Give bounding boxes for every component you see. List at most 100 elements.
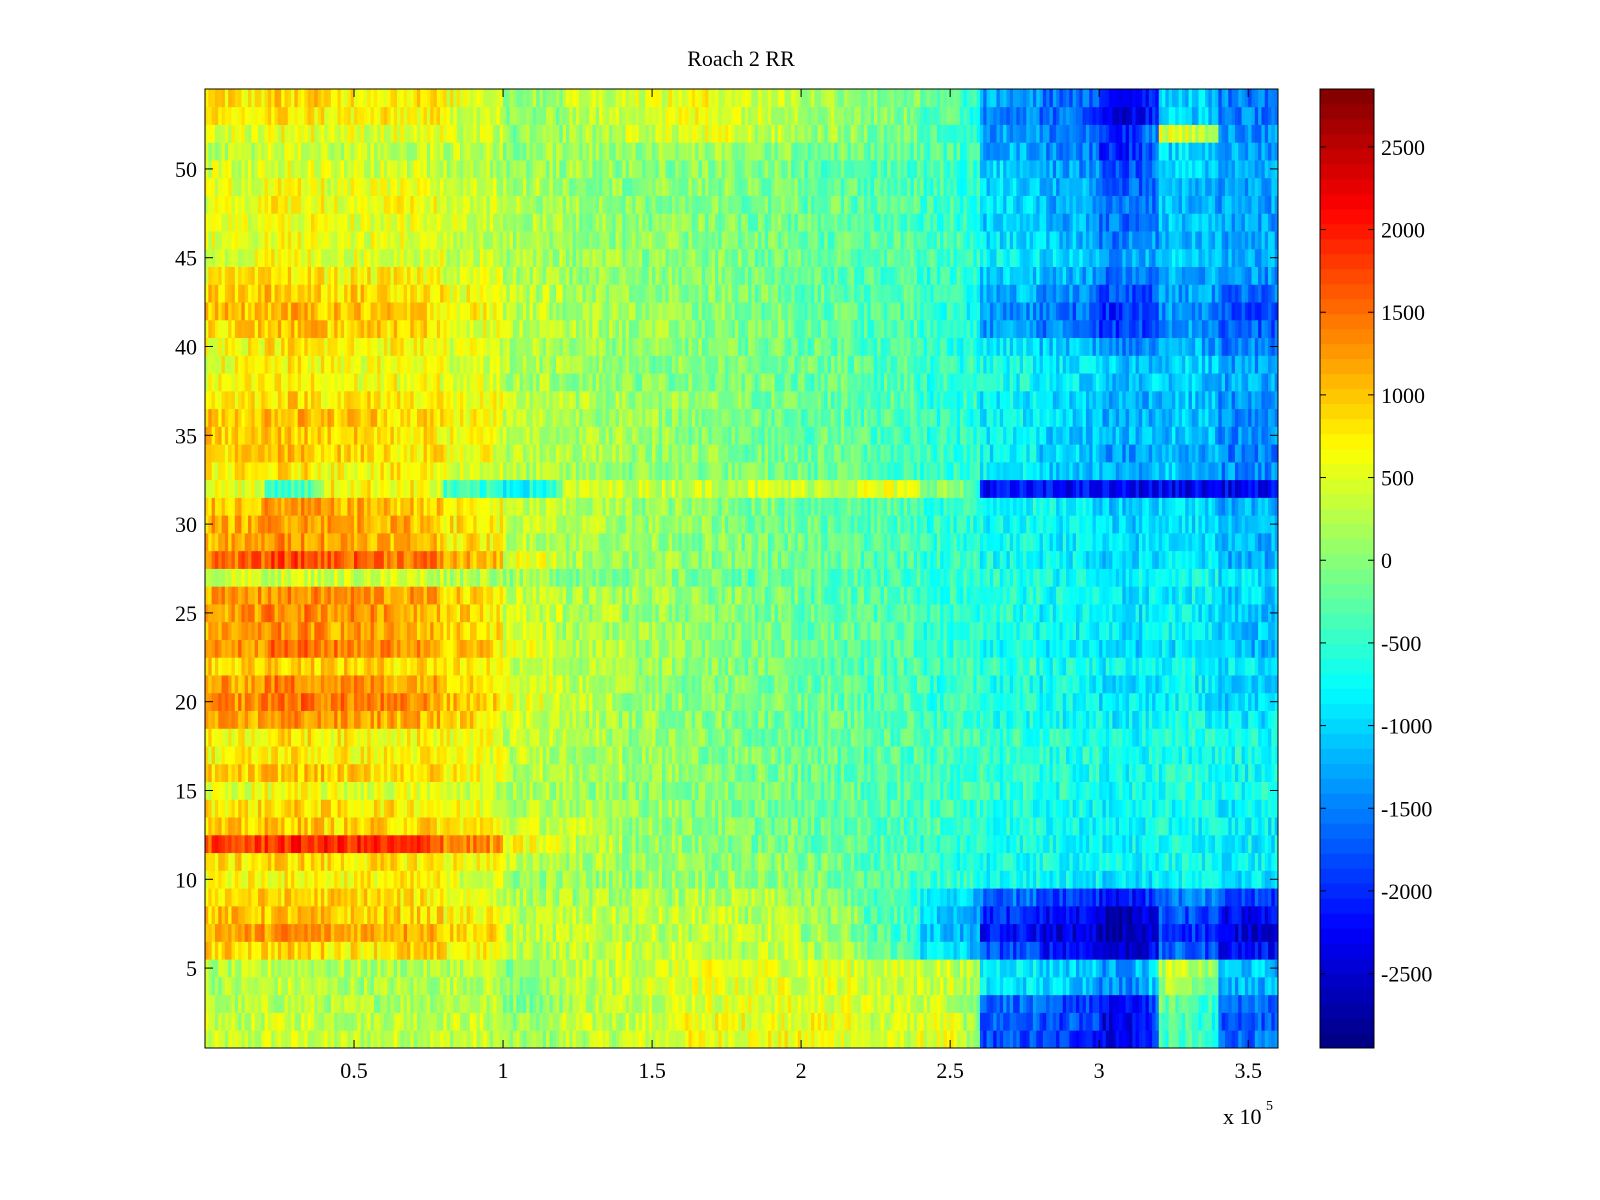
heatmap-cell: [532, 941, 537, 960]
heatmap-cell: [767, 1012, 772, 1031]
heatmap-cell: [903, 1030, 908, 1049]
heatmap-cell: [774, 852, 779, 871]
heatmap-cell: [744, 1030, 749, 1049]
heatmap-cell: [489, 817, 494, 836]
heatmap-cell: [837, 923, 842, 942]
heatmap-cell: [211, 976, 216, 996]
heatmap-cell: [1175, 959, 1180, 978]
heatmap-cell: [1271, 941, 1276, 960]
heatmap-cell: [1092, 905, 1097, 925]
heatmap-cell: [1158, 1030, 1163, 1049]
heatmap-cell: [1135, 852, 1140, 871]
heatmap-cell: [854, 976, 858, 996]
heatmap-cell: [648, 976, 653, 996]
heatmap-cell: [297, 1012, 302, 1031]
heatmap-cell: [794, 994, 799, 1013]
heatmap-cell: [960, 870, 964, 889]
heatmap-cell: [1162, 852, 1166, 871]
heatmap-cell: [234, 763, 239, 783]
heatmap-cell: [940, 994, 944, 1013]
heatmap-cell: [728, 1030, 732, 1049]
heatmap-cell: [221, 994, 226, 1013]
heatmap-cell: [512, 976, 517, 996]
heatmap-cell: [205, 923, 209, 942]
heatmap-cell: [327, 834, 332, 854]
heatmap-cell: [344, 976, 348, 996]
heatmap-cell: [777, 817, 782, 836]
heatmap-cell: [248, 781, 252, 800]
heatmap-cell: [440, 1012, 444, 1031]
heatmap-cell: [625, 799, 630, 818]
heatmap-cell: [413, 923, 418, 942]
heatmap-cell: [897, 870, 901, 889]
heatmap-cell: [542, 870, 547, 889]
heatmap-cell: [1274, 923, 1279, 942]
heatmap-cell: [1119, 1012, 1123, 1031]
heatmap-cell: [1042, 870, 1047, 889]
heatmap-cell: [695, 994, 699, 1013]
heatmap-cell: [1221, 905, 1226, 925]
heatmap-cell: [827, 781, 832, 800]
heatmap-cell: [1152, 781, 1156, 800]
heatmap-cell: [453, 994, 458, 1013]
heatmap-cell: [1099, 1012, 1103, 1031]
heatmap-cell: [602, 1012, 607, 1031]
heatmap-cell: [373, 817, 378, 836]
heatmap-cell: [784, 799, 789, 818]
heatmap-cell: [400, 905, 405, 925]
heatmap-cell: [413, 870, 418, 889]
heatmap-cell: [228, 817, 232, 836]
heatmap-cell: [761, 941, 766, 960]
heatmap-cell: [228, 799, 232, 818]
heatmap-cell: [738, 781, 742, 800]
heatmap-cell: [1042, 923, 1047, 942]
heatmap-cell: [1251, 1012, 1256, 1031]
heatmap-cell: [1155, 941, 1160, 960]
heatmap-cell: [546, 870, 550, 889]
heatmap-cell: [668, 852, 673, 871]
heatmap-cell: [466, 941, 471, 960]
heatmap-cell: [403, 994, 408, 1013]
heatmap-cell: [827, 1030, 832, 1049]
heatmap-cell: [489, 763, 494, 783]
heatmap-cell: [261, 1030, 266, 1049]
heatmap-cell: [450, 834, 454, 854]
heatmap-cell: [794, 923, 799, 942]
heatmap-cell: [873, 923, 878, 942]
heatmap-cell: [257, 1030, 262, 1049]
heatmap-cell: [1105, 941, 1110, 960]
heatmap-cell: [291, 817, 295, 836]
heatmap-cell: [446, 941, 451, 960]
heatmap-cell: [373, 1012, 378, 1031]
heatmap-cell: [728, 923, 732, 942]
heatmap-cell: [304, 852, 309, 871]
heatmap-cell: [917, 870, 921, 889]
heatmap-cell: [771, 905, 776, 925]
heatmap-cell: [569, 941, 573, 960]
heatmap-cell: [1215, 941, 1219, 960]
heatmap-cell: [549, 1012, 554, 1031]
heatmap-cell: [539, 799, 544, 818]
heatmap-cell: [807, 781, 812, 800]
heatmap-cell: [466, 888, 471, 907]
heatmap-cell: [221, 834, 226, 854]
heatmap-cell: [741, 799, 746, 818]
heatmap-cell: [791, 888, 795, 907]
heatmap-cell: [466, 1012, 471, 1031]
heatmap-cell: [539, 834, 544, 854]
heatmap-cell: [599, 781, 603, 800]
heatmap-cell: [1208, 1030, 1213, 1049]
heatmap-cell: [715, 905, 719, 925]
heatmap-cell: [509, 888, 514, 907]
heatmap-cell: [542, 799, 547, 818]
heatmap-cell: [645, 1030, 650, 1049]
heatmap-cell: [443, 1030, 448, 1049]
heatmap-cell: [781, 852, 785, 871]
heatmap-cell: [976, 1012, 981, 1031]
heatmap-cell: [930, 888, 934, 907]
heatmap-cell: [933, 923, 938, 942]
heatmap-cell: [529, 905, 534, 925]
heatmap-cell: [1225, 976, 1229, 996]
heatmap-cell: [582, 941, 587, 960]
heatmap-cell: [466, 870, 471, 889]
